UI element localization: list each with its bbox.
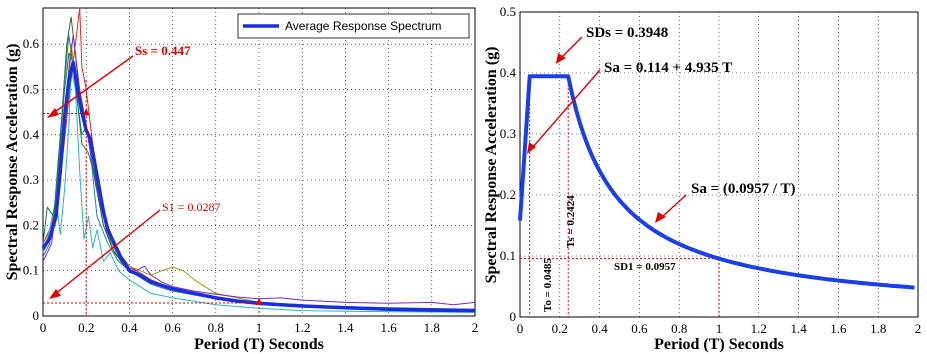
- left-x-tick-label: 0.2: [78, 320, 94, 335]
- right-x-tick-label: 0: [517, 321, 524, 336]
- sa-linear-label: Sa = 0.114 + 4.935 T: [604, 60, 732, 76]
- right-x-tick-label: 0.8: [671, 321, 687, 336]
- sds-annotation: SDs = 0.3948: [556, 25, 668, 64]
- ss-arrow-line: [51, 55, 134, 115]
- left-x-tick-label: 0.8: [208, 320, 224, 335]
- right-grid: [519, 11, 919, 318]
- left-series-group: [41, 7, 476, 313]
- legend-label: Average Response Spectrum: [285, 19, 442, 33]
- left-x-tick-label: 1.6: [380, 320, 397, 335]
- left-x-tick-label: 0.4: [121, 320, 138, 335]
- design-spectrum-line: [518, 74, 915, 290]
- right-y-axis-label: Spectral Response Acceleration (g): [483, 47, 500, 284]
- left-y-tick-label: 0.2: [23, 217, 39, 232]
- to-label: To = 0.0485: [542, 258, 554, 312]
- left-legend: Average Response Spectrum: [237, 13, 470, 39]
- right-reference-lines: [520, 76, 720, 317]
- left-x-tick-label: 1.2: [294, 320, 310, 335]
- right-tick-labels: 0 0.2 0.4 0.6 0.8 1 1.2 1.4 1.6 1.8 2 0 0.1 0.2 0.3 0.4…: [500, 4, 922, 336]
- left-y-tick-label: 0.3: [23, 172, 39, 187]
- ss-label: Ss = 0.447: [135, 43, 191, 58]
- sa-decay-label: Sa = (0.0957 / T): [691, 181, 796, 197]
- left-x-tick-label: 2: [472, 320, 479, 335]
- ref-marker: [82, 108, 90, 116]
- sds-arrow-line: [560, 36, 583, 59]
- right-x-tick-label: 1.2: [751, 321, 767, 336]
- right-y-tick-label: 0.5: [500, 4, 516, 19]
- left-x-axis-label: Period (T) Seconds: [194, 336, 324, 353]
- left-x-tick-label: 1.8: [424, 320, 440, 335]
- sa-decay-arrow-line: [660, 194, 687, 219]
- sa-linear-arrow-line: [531, 69, 601, 149]
- sds-label: SDs = 0.3948: [586, 25, 668, 41]
- record-spectrum-line: [42, 34, 476, 306]
- left-y-tick-label: 0.4: [23, 127, 40, 142]
- sa-decay-arrow-head: [655, 212, 666, 223]
- s1-arrow-head: [49, 289, 61, 299]
- left-x-tick-label: 0.6: [164, 320, 181, 335]
- left-x-tick-label: 1.4: [337, 320, 354, 335]
- left-tick-labels: 0 0.2 0.4 0.6 0.8 1 1.2 1.4 1.6 1.8 2 0 0.1 0.2 0.3 0.4…: [23, 36, 479, 335]
- design-response-spectrum-chart: 0 0.2 0.4 0.6 0.8 1 1.2 1.4 1.6 1.8 2 0 0.1 0.2 0.3 0.4…: [483, 4, 921, 353]
- sa-linear-annotation: Sa = 0.114 + 4.935 T: [527, 60, 732, 154]
- right-x-tick-label: 2: [915, 321, 922, 336]
- right-y-tick-label: 0.2: [500, 187, 516, 202]
- right-x-tick-label: 1.6: [830, 321, 847, 336]
- left-y-tick-label: 0: [33, 308, 40, 323]
- sds-arrow-head: [556, 53, 566, 64]
- right-series-group: [518, 74, 915, 290]
- left-y-tick-label: 0.5: [23, 82, 39, 97]
- s1-label: S1 = 0.0287: [162, 200, 220, 214]
- left-grid: [42, 8, 476, 317]
- right-x-axis-label: Period (T) Seconds: [654, 336, 784, 353]
- right-y-tick-label: 0.1: [500, 248, 516, 263]
- average-spectrum-line: [41, 60, 476, 313]
- ss-annotation: Ss = 0.447: [47, 43, 191, 118]
- right-y-tick-label: 0.4: [500, 65, 517, 80]
- right-y-tick-label: 0: [510, 309, 517, 324]
- left-y-axis-label: Spectral Response Acceleration (g): [4, 44, 21, 281]
- right-x-tick-label: 1: [716, 321, 723, 336]
- sa-linear-arrow-head: [527, 142, 536, 154]
- ref-marker: [255, 298, 263, 306]
- right-x-tick-label: 0.4: [591, 321, 608, 336]
- s1-annotation: S1 = 0.0287: [49, 200, 220, 299]
- s1-arrow-line: [53, 209, 161, 296]
- ss-arrow-head: [47, 108, 59, 118]
- right-x-tick-label: 1.8: [870, 321, 886, 336]
- right-y-tick-label: 0.3: [500, 126, 516, 141]
- left-plot-frame: [42, 7, 476, 317]
- sd1-label: SD1 = 0.0957: [614, 261, 676, 273]
- right-x-tick-label: 0.6: [631, 321, 648, 336]
- left-x-tick-label: 1: [256, 320, 263, 335]
- sa-decay-annotation: Sa = (0.0957 / T): [655, 181, 796, 223]
- left-y-tick-label: 0.6: [23, 36, 40, 51]
- right-x-tick-label: 0.2: [552, 321, 568, 336]
- left-reference-lines: [43, 80, 263, 316]
- left-x-tick-label: 0: [40, 320, 47, 335]
- left-y-tick-label: 0.1: [23, 263, 39, 278]
- average-response-spectrum-chart: 0 0.2 0.4 0.6 0.8 1 1.2 1.4 1.6 1.8 2 0 0.1 0.2 0.3 0.4…: [4, 7, 479, 353]
- ts-label: Ts = 0.2424: [565, 195, 577, 248]
- record-spectrum-line: [42, 66, 476, 313]
- right-x-tick-label: 1.4: [790, 321, 807, 336]
